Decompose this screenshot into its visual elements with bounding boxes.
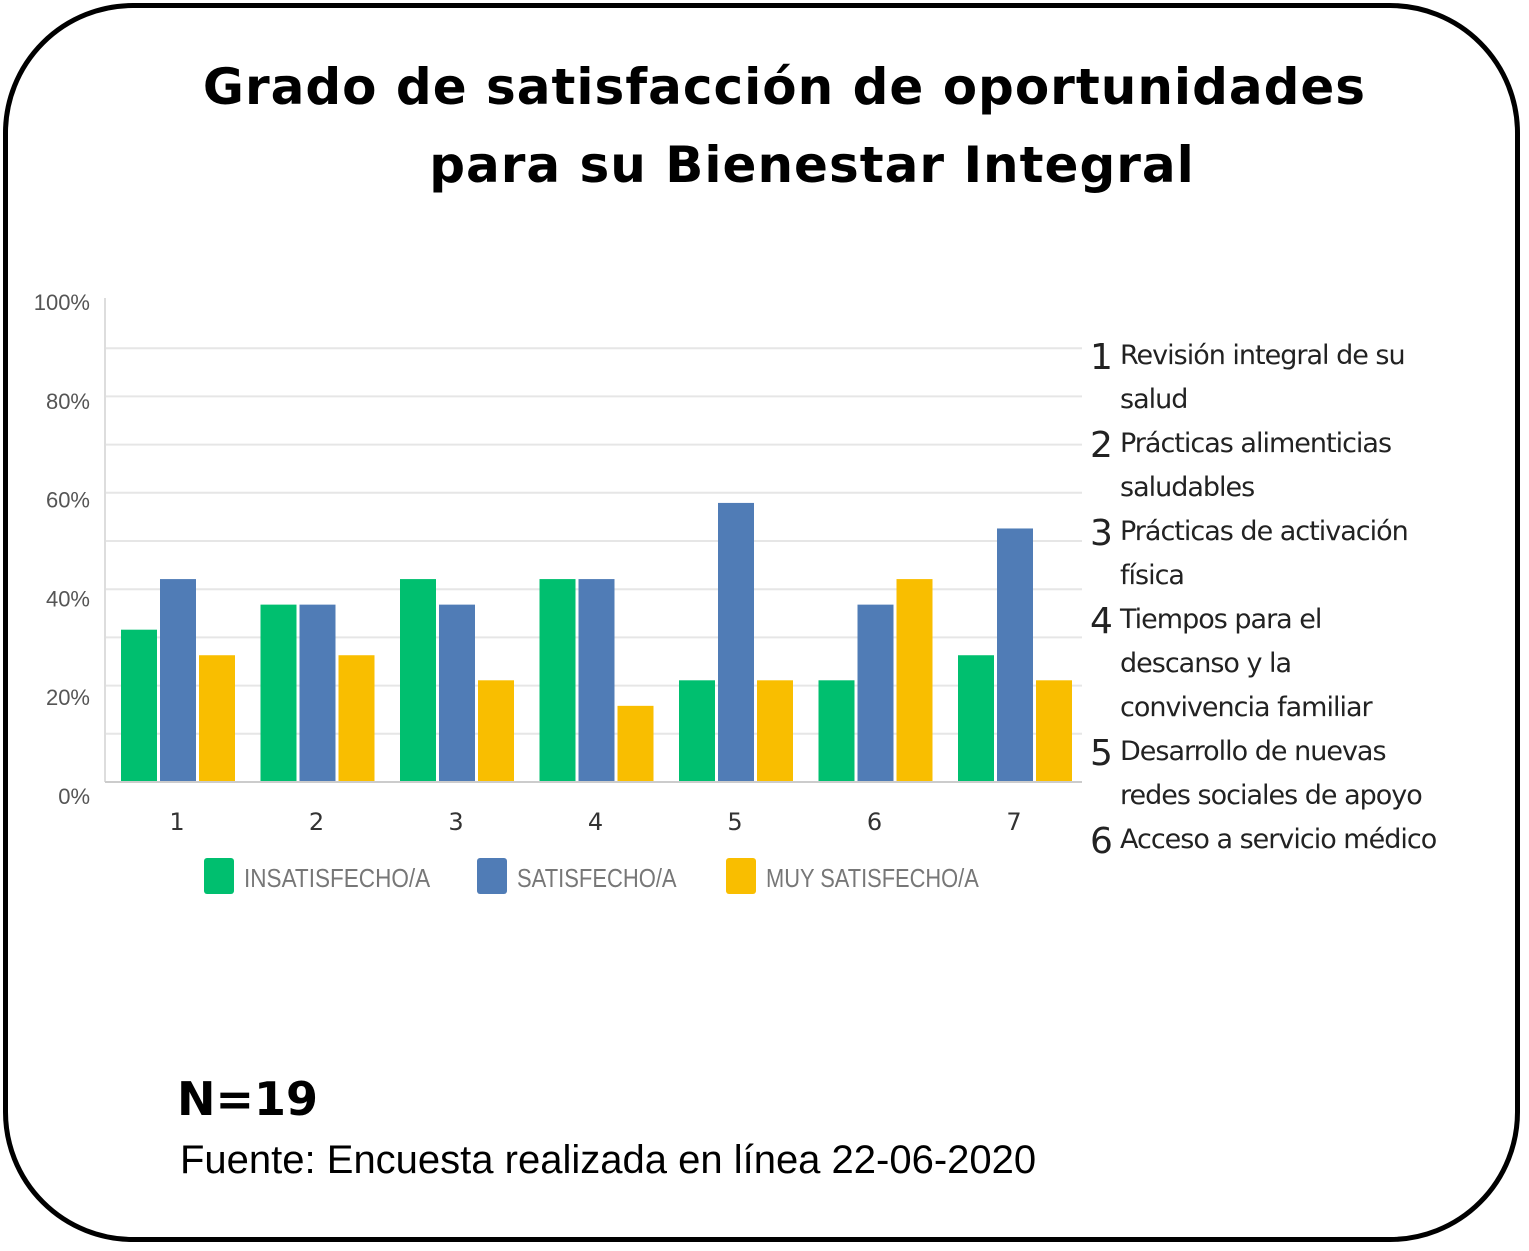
category-text: Prácticas de activación: [1120, 516, 1409, 547]
legend-label: MUY SATISFECHO/A: [766, 863, 979, 893]
y-tick-label: 20%: [46, 685, 90, 710]
bar-muy-satisfecho-a-4: [617, 705, 654, 782]
y-tick-label: 40%: [46, 586, 90, 611]
category-legend-item: 3 Prácticas de activación física: [1090, 510, 1520, 598]
category-text: física: [1120, 560, 1185, 591]
title-line-2: para su Bienestar Integral: [429, 136, 1195, 194]
bar-insatisfecho-a-1: [121, 629, 157, 782]
category-number: 4: [1090, 601, 1113, 642]
x-tick-label: 6: [867, 808, 882, 836]
bar-muy-satisfecho-a-6: [896, 579, 933, 782]
category-text: salud: [1120, 384, 1188, 415]
bar-satisfecho-a-6: [857, 604, 894, 782]
x-tick-label: 2: [309, 808, 324, 836]
category-text: convivencia familiar: [1120, 692, 1373, 723]
category-text: saludables: [1120, 472, 1255, 503]
y-tick-label: 80%: [46, 389, 90, 414]
rounded-frame: [3, 3, 1520, 1242]
source-note: Fuente: Encuesta realizada en línea 22-0…: [180, 1138, 1037, 1182]
bar-muy-satisfecho-a-3: [478, 680, 514, 782]
legend-label: INSATISFECHO/A: [244, 863, 431, 893]
bar-muy-satisfecho-a-5: [757, 680, 793, 782]
x-tick-label: 4: [588, 808, 603, 836]
category-number: 1: [1090, 337, 1113, 378]
bar-satisfecho-a-1: [160, 579, 196, 782]
x-tick-label: 3: [448, 808, 463, 836]
category-legend-item: 6 Acceso a servicio médico: [1090, 818, 1520, 862]
category-number: 3: [1090, 513, 1113, 554]
legend-swatch: [726, 858, 756, 894]
y-tick-label: 0%: [58, 784, 90, 809]
y-tick-label: 100%: [34, 290, 90, 315]
bar-satisfecho-a-7: [997, 528, 1033, 782]
bar-insatisfecho-a-2: [260, 604, 297, 782]
bar-insatisfecho-a-5: [679, 680, 715, 782]
bar-satisfecho-a-5: [718, 502, 754, 782]
category-legend-item: 2 Prácticas alimenticias saludables: [1090, 422, 1520, 510]
chart-title: Grado de satisfacción de oportunidades p…: [0, 48, 1529, 204]
x-tick-label: 5: [727, 808, 742, 836]
legend-label: SATISFECHO/A: [517, 863, 677, 893]
bar-muy-satisfecho-a-7: [1036, 680, 1072, 782]
y-tick-label: 60%: [46, 488, 90, 513]
legend-swatch: [477, 858, 507, 894]
bar-muy-satisfecho-a-2: [338, 655, 375, 782]
category-text: redes sociales de apoyo: [1120, 780, 1423, 811]
bar-muy-satisfecho-a-1: [199, 655, 235, 782]
category-number: 6: [1090, 821, 1113, 862]
category-text: Acceso a servicio médico: [1120, 824, 1437, 855]
bar-satisfecho-a-4: [578, 579, 615, 782]
bar-insatisfecho-a-7: [958, 655, 994, 782]
legend-swatch: [204, 858, 234, 894]
x-tick-label: 1: [169, 808, 184, 836]
bar-satisfecho-a-3: [439, 604, 475, 782]
category-legend-item: 5 Desarrollo de nuevas redes sociales de a…: [1090, 730, 1520, 818]
category-text: Tiempos para el: [1120, 604, 1322, 635]
bar-insatisfecho-a-6: [818, 680, 855, 782]
category-legend-item: 1 Revisión integral de su salud: [1090, 334, 1520, 422]
category-number: 5: [1090, 733, 1113, 774]
category-legend: 1 Revisión integral de su salud 2 Prácticas …: [1090, 334, 1520, 862]
category-text: descanso y la: [1120, 648, 1292, 679]
category-legend-item: 4 Tiempos para el descanso y la convivencia…: [1090, 598, 1520, 730]
title-line-1: Grado de satisfacción de oportunidades: [202, 58, 1367, 116]
bar-insatisfecho-a-4: [539, 579, 576, 782]
bar-satisfecho-a-2: [299, 604, 336, 782]
category-text: Prácticas alimenticias: [1120, 428, 1392, 459]
bar-insatisfecho-a-3: [400, 579, 436, 782]
x-tick-label: 7: [1006, 808, 1021, 836]
sample-size: N=19: [177, 1072, 319, 1126]
category-number: 2: [1090, 425, 1113, 466]
category-text: Revisión integral de su: [1120, 340, 1406, 371]
category-text: Desarrollo de nuevas: [1120, 736, 1387, 767]
